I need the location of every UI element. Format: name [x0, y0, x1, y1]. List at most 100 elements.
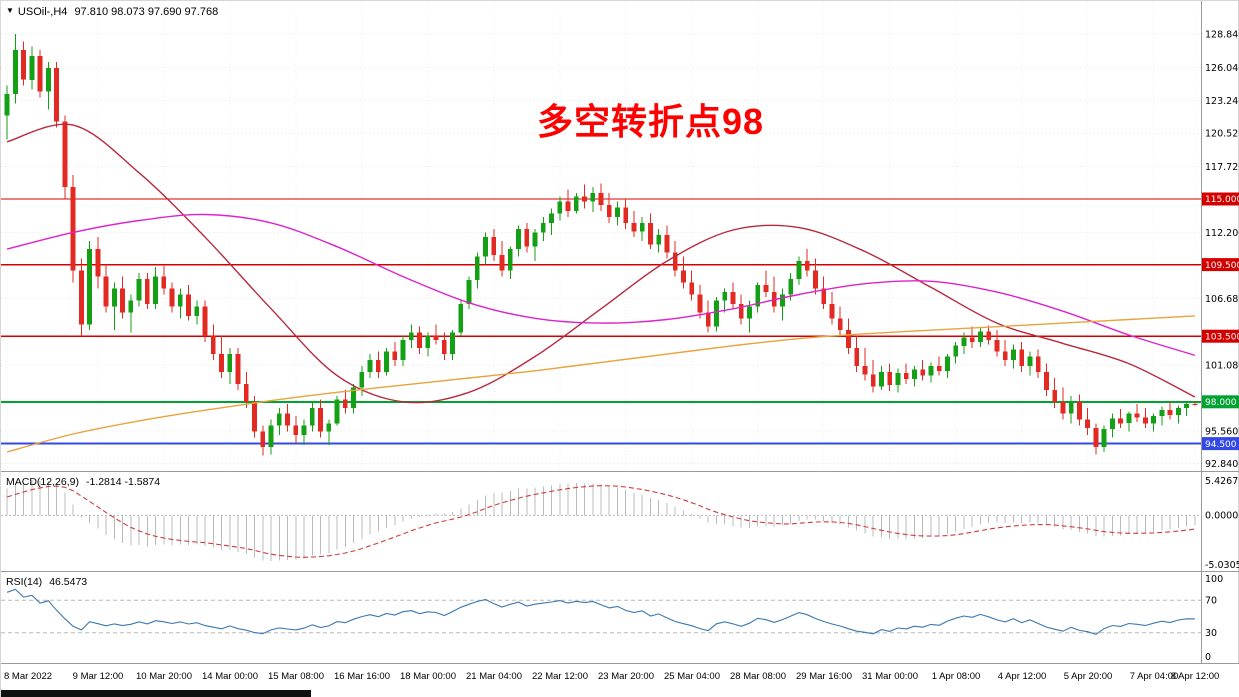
candle-body	[1035, 356, 1041, 372]
candle-body	[697, 294, 703, 313]
svg-text:120.520: 120.520	[1205, 129, 1239, 140]
candle-body	[524, 228, 530, 247]
svg-text:112.200: 112.200	[1205, 228, 1239, 239]
candle-body	[342, 399, 348, 408]
candle-body	[169, 288, 175, 307]
candle-body	[13, 49, 18, 94]
candle-body	[128, 300, 134, 313]
candle-body	[540, 222, 546, 233]
ma-slow-orange-line	[6, 315, 1195, 453]
time-label: 22 Mar 12:00	[532, 671, 588, 682]
price-chart-pane[interactable]: 128.840 126.040 123.240 120.520 117.720 112.2…	[1, 1, 1239, 471]
svg-text:123.240: 123.240	[1205, 96, 1239, 107]
candle-body	[95, 249, 101, 277]
candle-body	[384, 351, 389, 372]
candle-body	[1077, 401, 1082, 420]
candle-body	[994, 339, 1000, 352]
svg-text:95.560: 95.560	[1205, 426, 1238, 437]
candle-body	[1118, 418, 1123, 424]
candle-body	[219, 354, 224, 372]
svg-text:70: 70	[1205, 596, 1217, 607]
candle-body	[557, 201, 563, 214]
candle-body	[747, 306, 752, 319]
candle-body	[689, 282, 695, 295]
scrollbar-thumb[interactable]	[1, 690, 311, 697]
chart-annotation[interactable]: 多空转折点98	[537, 101, 765, 142]
candle-body	[1052, 389, 1058, 402]
svg-text:0.0000: 0.0000	[1205, 511, 1238, 522]
candle-body	[1110, 418, 1115, 430]
candle-body	[953, 345, 959, 357]
candle-body	[639, 222, 645, 232]
candle-body	[4, 94, 10, 116]
macd-indicator-pane[interactable]: 5.4267 0.0000 -5.0305	[1, 471, 1239, 571]
candle-body	[202, 306, 208, 337]
candle-body	[936, 366, 942, 371]
candle-body	[210, 336, 216, 355]
candle-body	[714, 300, 719, 327]
candle-body	[1192, 404, 1198, 406]
time-axis[interactable]: 8 Mar 2022 9 Mar 12:00 10 Mar 20:00 14 Mar …	[1, 664, 1239, 690]
candle-body	[351, 387, 356, 408]
candle-body	[738, 304, 744, 319]
candle-body	[112, 288, 117, 307]
time-label: 28 Mar 08:00	[730, 671, 786, 682]
time-label: 5 Apr 20:00	[1063, 671, 1113, 682]
time-label: 4 Apr 12:00	[997, 671, 1047, 682]
candle-body	[392, 351, 398, 361]
candle-body	[672, 252, 678, 271]
time-label: 31 Mar 00:00	[862, 671, 918, 682]
candle-body	[763, 284, 769, 293]
candle-body	[458, 304, 464, 333]
candle-body	[326, 423, 332, 432]
candle-body	[1002, 351, 1008, 361]
candle-body	[945, 356, 950, 371]
svg-text:100: 100	[1205, 574, 1223, 585]
svg-text:92.840: 92.840	[1205, 459, 1238, 470]
horizontal-level-lines[interactable]	[1, 198, 1201, 445]
candle-body	[829, 304, 835, 319]
svg-text:30: 30	[1205, 628, 1217, 639]
candle-body	[615, 207, 620, 217]
candle-body	[227, 354, 233, 372]
price-tags: 115.000 109.500 103.500 98.000 94.500	[1202, 192, 1239, 451]
candle-body	[120, 288, 125, 313]
candle-body	[598, 193, 604, 205]
time-label: 1 Apr 08:00	[931, 671, 981, 682]
macd-axis-labels: 5.4267 0.0000 -5.0305	[1205, 476, 1239, 571]
collapse-triangle-icon[interactable]: ▼	[6, 6, 14, 15]
svg-text:106.680: 106.680	[1205, 294, 1239, 305]
candle-body	[961, 337, 967, 346]
candle-body	[1126, 413, 1132, 424]
candle-body	[87, 249, 92, 325]
time-label: 25 Mar 04:00	[664, 671, 720, 682]
candle-body	[276, 413, 282, 426]
rsi-indicator-pane[interactable]: 100 70 30 0	[1, 571, 1239, 664]
candle-body	[887, 372, 893, 386]
candle-body	[483, 237, 488, 257]
rsi-info: RSI(14) 46.5473	[6, 576, 87, 588]
candle-body	[417, 332, 422, 349]
scrollbar-track	[1, 690, 1239, 697]
candle-body	[590, 193, 596, 202]
candle-body	[1167, 410, 1173, 415]
candles-layer	[4, 33, 1198, 456]
candle-body	[153, 276, 158, 304]
candle-body	[664, 234, 670, 253]
candle-body	[656, 234, 662, 245]
svg-text:126.040: 126.040	[1205, 63, 1239, 74]
vertical-gridlines	[6, 1, 1196, 471]
candle-body	[813, 270, 818, 289]
candle-body	[1085, 419, 1090, 429]
time-label: 18 Mar 00:00	[400, 671, 456, 682]
svg-text:101.080: 101.080	[1205, 361, 1239, 372]
candle-body	[367, 360, 373, 372]
candle-body	[466, 280, 472, 304]
candle-body	[549, 213, 554, 223]
candle-body	[268, 425, 274, 448]
candle-body	[755, 284, 761, 307]
candle-body	[928, 366, 934, 376]
candle-body	[507, 249, 513, 271]
time-label: 8 Mar 2022	[4, 671, 53, 682]
